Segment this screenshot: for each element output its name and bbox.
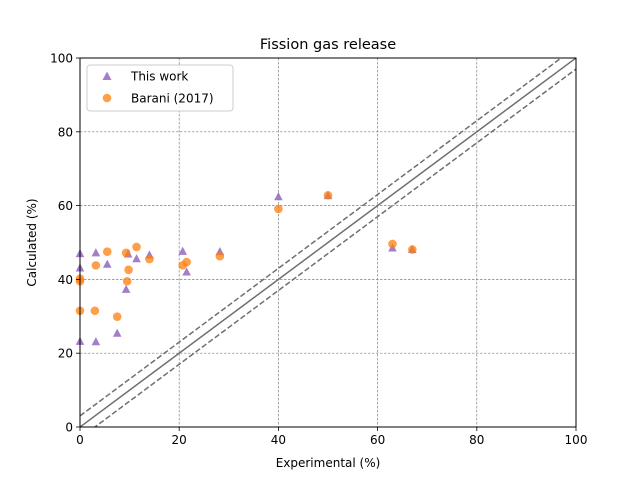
x-tick-label: 60 — [370, 433, 385, 447]
tolerance-band-line — [80, 58, 563, 417]
point-barani-2017 — [124, 265, 133, 275]
point-barani-2017 — [215, 251, 225, 261]
point-this-work — [274, 192, 283, 201]
x-tick-label: 80 — [469, 433, 484, 447]
legend-label-this-work: This work — [130, 70, 188, 84]
legend-label-barani-2017: Barani (2017) — [131, 92, 214, 106]
point-barani-2017 — [388, 239, 397, 249]
tolerance-band-line — [93, 68, 576, 427]
chart-title: Fission gas release — [260, 37, 396, 53]
y-tick-label: 100 — [50, 52, 73, 66]
point-this-work — [112, 328, 122, 337]
y-tick-label: 80 — [58, 125, 73, 139]
axis-ticks: 0 20 40 60 80 100 0 20 40 60 80 100 — [50, 52, 587, 448]
x-tick-label: 0 — [76, 433, 84, 447]
point-this-work — [102, 259, 112, 268]
point-this-work — [91, 248, 101, 257]
point-this-work — [178, 246, 187, 255]
data-points — [75, 190, 417, 346]
point-barani-2017 — [274, 204, 283, 214]
point-this-work — [91, 337, 101, 346]
point-barani-2017 — [91, 261, 101, 270]
y-tick-label: 40 — [58, 273, 73, 287]
x-tick-label: 100 — [565, 433, 588, 447]
x-tick-label: 20 — [172, 433, 187, 447]
point-barani-2017 — [132, 242, 141, 252]
point-barani-2017 — [323, 190, 333, 200]
point-barani-2017 — [408, 245, 417, 254]
point-barani-2017 — [122, 276, 132, 286]
plot-frame — [79, 57, 577, 428]
y-axis-label: Calculated (%) — [25, 198, 39, 286]
x-tick-label: 40 — [271, 433, 286, 447]
identity-line — [80, 58, 576, 427]
legend: This work Barani (2017) — [86, 64, 234, 112]
reference-lines — [80, 58, 576, 427]
legend-box — [86, 64, 234, 112]
point-this-work — [132, 254, 141, 263]
x-axis-label: Experimental (%) — [276, 456, 381, 470]
y-tick-label: 0 — [65, 421, 73, 435]
y-tick-label: 60 — [58, 199, 73, 213]
gridlines — [80, 58, 576, 427]
point-barani-2017 — [90, 306, 100, 316]
legend-triangle-marker — [102, 71, 112, 80]
point-barani-2017 — [145, 254, 154, 264]
point-barani-2017 — [112, 312, 122, 321]
point-this-work — [182, 267, 191, 276]
point-this-work — [121, 284, 131, 293]
y-tick-label: 20 — [58, 347, 73, 361]
point-barani-2017 — [121, 248, 131, 258]
point-barani-2017 — [102, 247, 112, 257]
point-barani-2017 — [182, 257, 191, 267]
legend-circle-marker — [102, 93, 112, 103]
